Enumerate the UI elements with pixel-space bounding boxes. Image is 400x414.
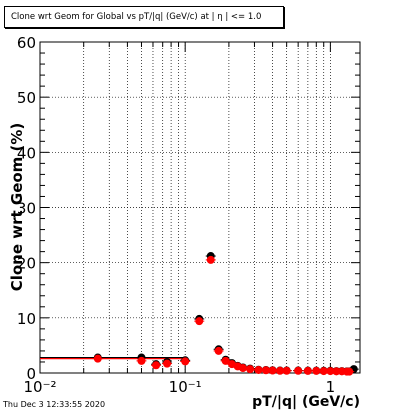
data-point-red <box>238 364 247 373</box>
data-point-red <box>152 361 161 370</box>
data-point-red <box>345 367 354 376</box>
grid <box>40 42 360 373</box>
y-tick-label: 40 <box>17 144 36 162</box>
data-point-red <box>163 359 172 368</box>
tick-labels: 0 10 20 30 40 50 60 10⁻² 10⁻¹ 1 <box>17 34 335 396</box>
data-point-red <box>294 366 303 375</box>
data-point-red <box>206 255 215 264</box>
x-tick-label: 1 <box>326 378 336 396</box>
timestamp: Thu Dec 3 12:33:55 2020 <box>3 400 106 409</box>
data-point-red <box>221 356 230 365</box>
y-tick-label: 50 <box>17 89 36 107</box>
data-point-red <box>195 317 204 326</box>
data-point-red <box>214 346 223 355</box>
data-point-red <box>312 366 321 375</box>
data-point-red <box>332 367 341 376</box>
y-tick-label: 10 <box>17 310 36 328</box>
data-point-red <box>93 354 102 363</box>
data-point-red <box>303 366 312 375</box>
x-tick-label: 10⁻¹ <box>169 378 202 396</box>
data-point-red <box>254 365 263 374</box>
data-point-red <box>261 366 270 375</box>
data-point-red <box>246 365 255 374</box>
data-point-red <box>137 356 146 365</box>
data-points <box>92 252 359 376</box>
y-tick-label: 20 <box>17 255 36 273</box>
data-point-red <box>282 366 291 375</box>
y-tick-label: 60 <box>17 34 36 52</box>
x-axis-label: pT/|q| (GeV/c) <box>252 394 360 410</box>
chart-title: Clone wrt Geom for Global vs pT/|q| (GeV… <box>11 12 262 22</box>
y-tick-label: 30 <box>17 200 36 218</box>
data-point-red <box>326 367 335 376</box>
data-point-red <box>268 366 277 375</box>
y-axis-label: Clone wrt Geom (%) <box>8 123 26 292</box>
x-tick-label: 10⁻² <box>23 378 56 396</box>
y-tick-label: 0 <box>26 365 36 383</box>
data-point-red <box>276 366 285 375</box>
data-point-red <box>181 357 190 366</box>
title-box: Clone wrt Geom for Global vs pT/|q| (GeV… <box>4 6 284 28</box>
data-point-red <box>319 367 328 376</box>
reference-lines <box>40 356 186 360</box>
